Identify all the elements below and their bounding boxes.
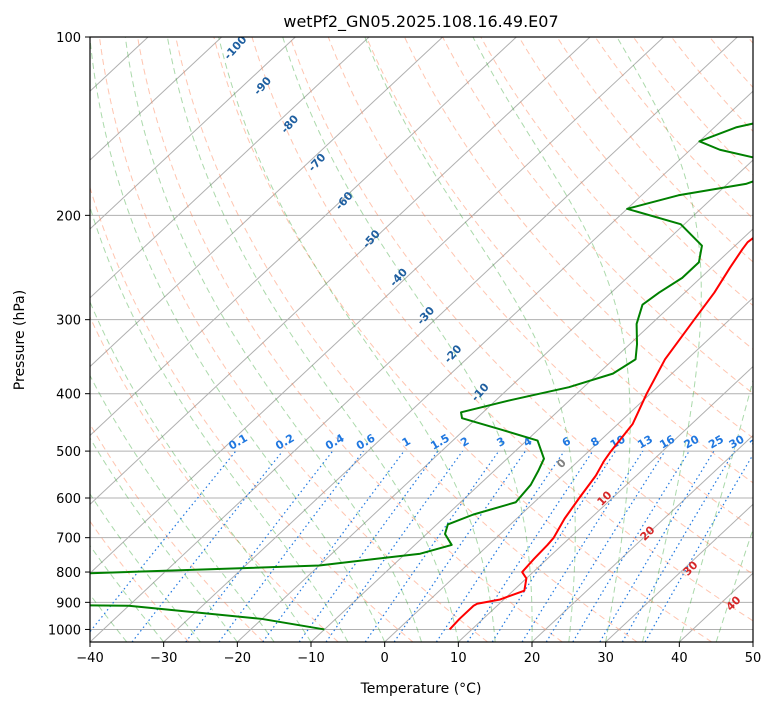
moist-adiabat-line xyxy=(616,37,702,642)
dry-adiabat-line xyxy=(175,37,638,642)
moist-adiabat-line xyxy=(90,593,128,642)
x-tick-label: 40 xyxy=(671,651,688,666)
x-tick-label: −30 xyxy=(150,651,177,666)
dewpoint-profile-line xyxy=(90,122,753,631)
moist-adiabat-line xyxy=(166,37,459,642)
moist-adiabat-line xyxy=(364,37,576,642)
isotherm-line xyxy=(605,503,753,642)
y-tick-label: 700 xyxy=(56,532,81,547)
dry-adiabat-line xyxy=(556,37,753,263)
dry-adiabat-line xyxy=(289,37,753,575)
x-tick-label: 30 xyxy=(597,651,614,666)
dry-adiabat-line xyxy=(90,185,414,642)
mixing-ratio-line xyxy=(491,450,617,642)
y-tick-label: 100 xyxy=(56,31,81,46)
x-tick-label: 0 xyxy=(381,651,389,666)
isotherm-line xyxy=(90,37,665,574)
x-axis: −40 −30 −20 −10 0 10 20 30 40 50 xyxy=(76,642,761,666)
mixing-ratio-line xyxy=(599,450,715,642)
background-lines xyxy=(90,37,753,642)
y-tick-label: 600 xyxy=(56,492,81,507)
dry-adiabat-line xyxy=(98,37,488,642)
dry-adiabat-line xyxy=(480,37,753,350)
y-tick-label: 800 xyxy=(56,566,81,581)
isotherm-line xyxy=(90,37,296,230)
mixing-ratio-line xyxy=(90,450,237,633)
x-tick-label: 50 xyxy=(745,651,762,666)
moist-adiabat-line xyxy=(124,37,422,642)
x-tick-label: 20 xyxy=(524,651,541,666)
isotherm-line xyxy=(90,37,223,161)
temperature-profile-line xyxy=(448,236,753,631)
isotherm-line xyxy=(90,37,591,505)
isotherm-line xyxy=(236,159,753,642)
y-tick-label: 400 xyxy=(56,388,81,403)
series-layer xyxy=(90,122,753,631)
mixing-ratio-line xyxy=(364,450,500,642)
isotherm-line xyxy=(531,434,753,642)
dry-adiabat-line xyxy=(90,520,190,642)
dry-adiabat-line xyxy=(327,37,753,529)
moist-adiabat-line xyxy=(282,37,533,642)
moist-adiabat-line xyxy=(90,374,275,642)
dry-adiabat-line xyxy=(404,37,753,439)
y-axis: 100 200 300 400 500 600 700 800 900 1000 xyxy=(48,31,90,638)
mixing-ratio-line xyxy=(644,453,753,642)
moist-adiabat-line xyxy=(90,493,201,642)
isotherm-line xyxy=(90,37,517,437)
chart-title: wetPf2_GN05.2025.108.16.49.E07 xyxy=(283,12,558,32)
moist-adiabat-line xyxy=(715,527,753,642)
dry-adiabat-line xyxy=(90,315,339,642)
mixing-ratio-label: 36 xyxy=(748,432,768,451)
x-tick-label: −20 xyxy=(224,651,251,666)
mixing-ratio-line xyxy=(262,450,405,642)
mixing-ratio-line xyxy=(621,450,735,642)
mixing-ratio-line xyxy=(521,450,644,642)
mixing-ratio-line xyxy=(467,450,594,642)
isotherm-line xyxy=(90,37,444,368)
x-tick-label: −40 xyxy=(76,651,103,666)
isotherm-line xyxy=(310,228,753,642)
moist-adiabat-line xyxy=(90,300,312,642)
dry-adiabat-line xyxy=(137,37,563,642)
x-axis-label: Temperature (°C) xyxy=(360,681,482,697)
y-axis-label: Pressure (hPa) xyxy=(12,290,28,390)
x-tick-label: −10 xyxy=(297,651,324,666)
mixing-ratio-line xyxy=(545,450,666,642)
moist-adiabat-line xyxy=(472,37,631,642)
x-tick-label: 10 xyxy=(450,651,467,666)
isotherm-line xyxy=(457,365,753,642)
isotherm-line xyxy=(90,37,738,642)
moist-adiabat-line xyxy=(90,437,238,642)
y-tick-label: 1000 xyxy=(48,623,81,638)
dry-adiabat-line xyxy=(442,37,753,395)
isotherm-line xyxy=(384,297,753,642)
mixing-ratio-line xyxy=(298,450,439,642)
dry-adiabat-line xyxy=(213,37,713,642)
y-tick-label: 200 xyxy=(56,209,81,224)
y-tick-label: 500 xyxy=(56,445,81,460)
isotherm-line xyxy=(163,90,753,642)
moist-adiabat-line xyxy=(678,378,753,642)
y-tick-label: 900 xyxy=(56,596,81,611)
mixing-ratio-line xyxy=(572,450,690,642)
moist-adiabat-line xyxy=(90,37,386,642)
moist-adiabat-line xyxy=(90,544,165,642)
y-tick-label: 300 xyxy=(56,314,81,329)
moist-adiabat-line xyxy=(218,37,496,642)
mixing-ratio-line xyxy=(218,450,364,642)
isotherm-line xyxy=(90,37,370,299)
plot-frame xyxy=(89,36,754,643)
